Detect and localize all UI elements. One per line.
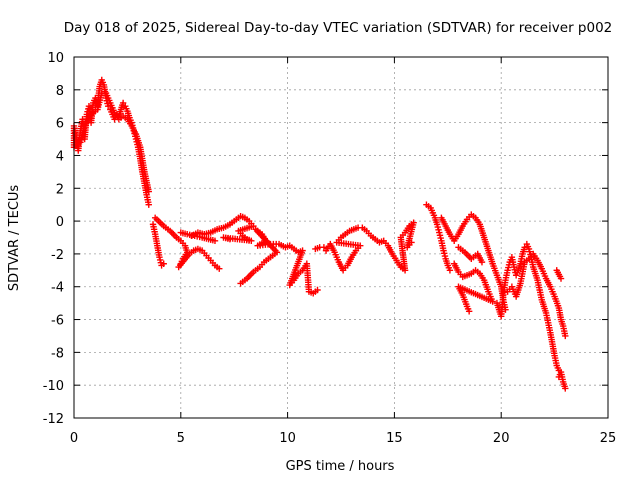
data-point — [446, 267, 454, 274]
y-tick-label: 2 — [56, 182, 64, 197]
y-tick-label: -4 — [51, 281, 64, 296]
series-trace-c — [149, 212, 257, 272]
y-tick-label: 10 — [47, 51, 64, 66]
data-point — [314, 286, 321, 294]
y-axis-label: SDTVAR / TECUs — [7, 185, 22, 292]
x-tick-label: 10 — [279, 431, 296, 446]
x-tick-label: 15 — [386, 431, 403, 446]
x-tick-label: 0 — [70, 431, 78, 446]
x-tick-label: 25 — [600, 431, 617, 446]
data-point — [216, 265, 223, 272]
data-point — [145, 188, 152, 195]
ticks: 0 5 10 15 20 25 -12 -10 -8 -6 -4 -2 0 2 4 6 8 10 — [43, 51, 617, 446]
y-tick-label: -10 — [43, 379, 64, 394]
y-tick-label: 4 — [56, 149, 64, 164]
x-tick-label: 20 — [493, 431, 510, 446]
data-point — [562, 332, 569, 340]
series-trace-b — [72, 89, 152, 195]
data-layer — [70, 76, 569, 392]
data-point — [160, 260, 167, 267]
chart-title: Day 018 of 2025, Sidereal Day-to-day VTE… — [64, 20, 613, 36]
data-point — [557, 275, 565, 282]
data-point — [145, 201, 152, 208]
x-tick-label: 5 — [177, 431, 185, 446]
data-point — [211, 237, 219, 244]
data-point — [465, 308, 473, 315]
y-tick-label: -2 — [51, 248, 64, 263]
x-axis-label: GPS time / hours — [286, 459, 395, 474]
y-tick-label: -6 — [51, 314, 64, 329]
data-point — [408, 239, 415, 246]
y-tick-label: 8 — [56, 84, 64, 99]
y-tick-label: 0 — [56, 215, 64, 230]
plot-frame — [73, 56, 609, 419]
y-tick-label: -12 — [43, 412, 64, 427]
data-point — [320, 244, 328, 251]
y-tick-label: -8 — [51, 346, 64, 361]
data-point — [478, 258, 486, 266]
series-trace-d — [237, 219, 417, 297]
grid — [74, 57, 608, 418]
data-point — [521, 244, 528, 251]
y-tick-label: 6 — [56, 117, 64, 132]
data-point — [119, 99, 127, 107]
data-point — [226, 235, 234, 243]
series-trace-f — [493, 240, 569, 392]
data-point — [104, 103, 112, 110]
data-point — [562, 385, 569, 392]
